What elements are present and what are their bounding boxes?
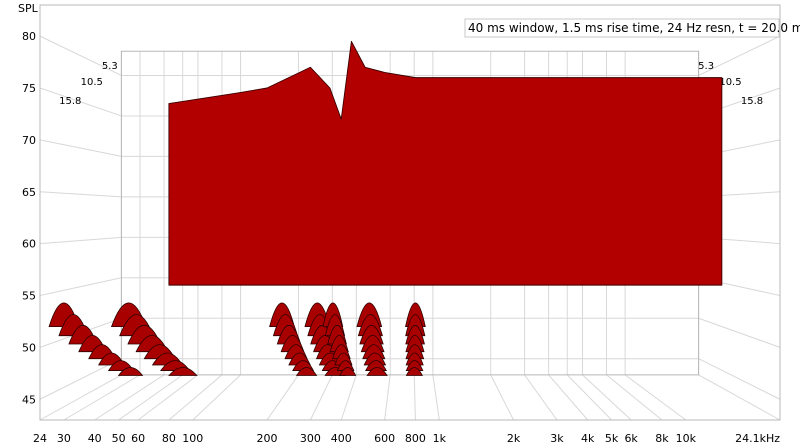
info-text: 40 ms window, 1.5 ms rise time, 24 Hz re…	[468, 21, 800, 35]
waterfall-slices	[168, 40, 723, 286]
x-tick-label: 60	[131, 432, 145, 445]
front-plane-frame	[39, 4, 781, 421]
x-tick-label: 300	[300, 432, 321, 445]
x-tick-label: 40	[88, 432, 102, 445]
grid-line-floor	[137, 374, 199, 421]
grid-line-left	[39, 35, 122, 76]
decay-ridge	[405, 352, 424, 366]
grid-line-left	[39, 87, 122, 117]
waterfall-slice	[168, 40, 723, 286]
grid-line-floor	[413, 374, 416, 421]
decay-ridge	[405, 367, 423, 376]
time-label-right: 5.3	[698, 61, 714, 72]
y-tick-label: 60	[22, 238, 36, 251]
grid-line-floor	[94, 374, 165, 421]
x-tick-label: 24.1kHz	[735, 432, 780, 445]
grid-line-right	[698, 35, 781, 76]
x-tick-label: 400	[331, 432, 352, 445]
grid-line-floor	[266, 374, 299, 421]
x-tick-label: 4k	[581, 432, 595, 445]
grid-line-floor	[384, 374, 391, 421]
grid-line-floor	[490, 374, 514, 421]
y-tick-label: 80	[22, 30, 36, 43]
x-tick-label: 2k	[507, 432, 521, 445]
grid-line-floor	[698, 374, 781, 421]
x-tick-label: 5k	[605, 432, 619, 445]
grid-line-left	[39, 191, 122, 198]
decay-ridge	[365, 360, 387, 371]
grid-line-floor	[566, 374, 612, 421]
x-tick-label: 80	[162, 432, 176, 445]
decay-ridge	[168, 367, 198, 376]
grid-line-left	[39, 277, 122, 296]
grid-line-floor	[118, 374, 183, 421]
y-tick-label: 45	[22, 393, 36, 406]
grid-line-floor	[582, 374, 632, 421]
decay-ridge	[366, 367, 388, 376]
grid-line-floor	[606, 374, 663, 421]
y-tick-label: 70	[22, 134, 36, 147]
info-box: 40 ms window, 1.5 ms rise time, 24 Hz re…	[464, 18, 800, 38]
y-tick-label: 55	[22, 290, 36, 303]
time-label-left: 5.3	[102, 61, 118, 72]
x-tick-label: 600	[374, 432, 395, 445]
x-tick-label: 100	[182, 432, 203, 445]
grid-line-right	[698, 317, 781, 348]
time-label-left: 15.8	[59, 96, 81, 107]
low-frequency-ridges	[48, 302, 426, 376]
decay-ridge	[295, 367, 318, 376]
y-tick-label: 50	[22, 341, 36, 354]
grid-line-left	[39, 358, 122, 400]
x-tick-label: 8k	[655, 432, 669, 445]
grid-line-floor	[63, 374, 141, 421]
x-tick-label: 200	[256, 432, 277, 445]
x-tick-label: 50	[112, 432, 126, 445]
x-tick-label: 3k	[550, 432, 564, 445]
time-label-left: 10.5	[81, 77, 103, 88]
grid-line-floor	[548, 374, 589, 421]
x-tick-label: 30	[57, 432, 71, 445]
axis-ticks: 45 50 55 60 65 70 75 80 24 30 40 50 60 80 100 200 300 400…	[22, 30, 780, 445]
decay-ridge	[339, 367, 357, 376]
grid-line-floor	[192, 374, 241, 421]
x-tick-label: 10k	[676, 432, 697, 445]
grid-line-floor	[432, 374, 440, 421]
grid-line-floor	[39, 374, 122, 421]
grid-line-floor	[309, 374, 333, 421]
x-tick-label: 1k	[433, 432, 447, 445]
x-tick-label: 24	[33, 432, 47, 445]
grid-line-left	[39, 139, 122, 157]
y-tick-label: 65	[22, 186, 36, 199]
grid-line-floor	[168, 374, 223, 421]
grid-line-floor	[340, 374, 357, 421]
time-label-right: 15.8	[741, 96, 763, 107]
x-tick-label: 800	[405, 432, 426, 445]
grid-line-floor	[524, 374, 558, 421]
grid-line-floor	[624, 374, 687, 421]
grid-line-left	[39, 236, 122, 245]
y-tick-label: 75	[22, 82, 36, 95]
y-axis-label: SPL	[18, 2, 39, 15]
grid-line-right	[698, 358, 781, 400]
decay-ridge	[405, 344, 425, 360]
decay-ridge	[117, 367, 144, 376]
time-label-right: 10.5	[719, 77, 741, 88]
x-tick-label: 6k	[624, 432, 638, 445]
decay-ridge	[405, 360, 424, 371]
back-plane-frame	[120, 50, 700, 376]
